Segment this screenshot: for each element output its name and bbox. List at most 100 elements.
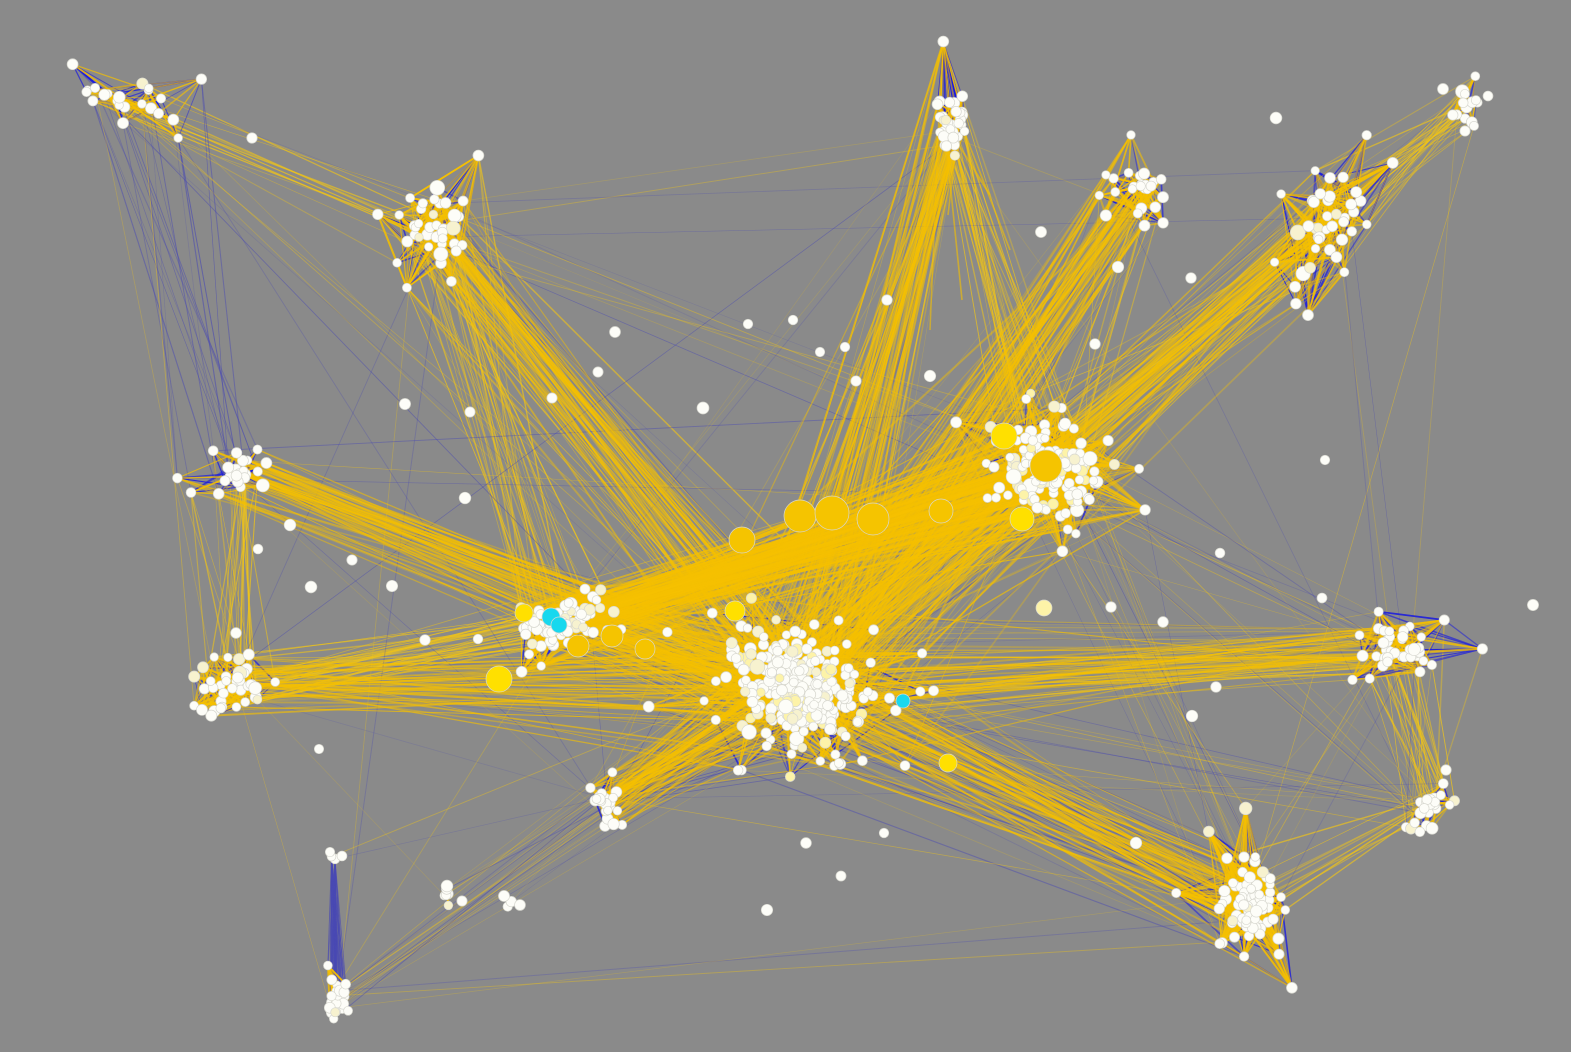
graph-node[interactable] xyxy=(842,639,852,649)
graph-node[interactable] xyxy=(446,276,457,287)
graph-node[interactable] xyxy=(784,771,796,782)
graph-node[interactable] xyxy=(956,90,969,102)
graph-node[interactable] xyxy=(1337,171,1349,183)
graph-node-hub[interactable] xyxy=(728,526,756,554)
graph-node[interactable] xyxy=(1241,915,1252,926)
graph-node[interactable] xyxy=(1418,656,1429,666)
graph-node[interactable] xyxy=(1250,852,1261,862)
graph-node-hub[interactable] xyxy=(724,600,746,622)
graph-node[interactable] xyxy=(1088,475,1099,486)
graph-node[interactable] xyxy=(429,194,440,205)
graph-node[interactable] xyxy=(1021,394,1032,404)
graph-node[interactable] xyxy=(98,88,111,101)
graph-node[interactable] xyxy=(402,282,412,293)
graph-node[interactable] xyxy=(1435,790,1446,801)
graph-node[interactable] xyxy=(843,663,854,673)
graph-node[interactable] xyxy=(205,676,216,686)
graph-node[interactable] xyxy=(863,687,873,697)
graph-node[interactable] xyxy=(242,648,255,661)
graph-node[interactable] xyxy=(917,648,928,659)
graph-node[interactable] xyxy=(1256,866,1269,879)
graph-node[interactable] xyxy=(207,445,219,457)
graph-node[interactable] xyxy=(742,318,754,330)
graph-node[interactable] xyxy=(1414,826,1426,837)
graph-node-hub[interactable] xyxy=(1035,599,1053,617)
graph-node[interactable] xyxy=(740,686,751,697)
graph-node[interactable] xyxy=(219,475,231,487)
graph-node[interactable] xyxy=(810,656,821,667)
graph-node[interactable] xyxy=(424,242,434,252)
graph-node[interactable] xyxy=(578,622,588,633)
graph-node[interactable] xyxy=(1089,338,1101,350)
graph-node[interactable] xyxy=(1338,216,1350,228)
graph-node[interactable] xyxy=(1276,189,1286,199)
graph-node[interactable] xyxy=(591,595,602,605)
graph-node[interactable] xyxy=(515,665,528,678)
graph-node[interactable] xyxy=(595,584,607,596)
graph-node[interactable] xyxy=(1345,198,1357,211)
graph-node[interactable] xyxy=(737,663,750,676)
graph-node[interactable] xyxy=(1384,626,1395,637)
graph-node[interactable] xyxy=(742,623,753,633)
graph-node[interactable] xyxy=(428,209,439,220)
graph-node[interactable] xyxy=(607,767,618,778)
graph-node[interactable] xyxy=(607,818,620,831)
graph-node[interactable] xyxy=(230,469,243,482)
graph-node[interactable] xyxy=(520,628,532,640)
graph-node[interactable] xyxy=(1005,452,1015,462)
graph-node[interactable] xyxy=(283,518,297,532)
graph-node[interactable] xyxy=(252,543,264,555)
graph-node[interactable] xyxy=(185,487,197,498)
graph-node[interactable] xyxy=(172,472,183,484)
graph-node[interactable] xyxy=(1313,222,1324,233)
graph-node[interactable] xyxy=(1123,167,1134,178)
graph-node[interactable] xyxy=(394,210,404,220)
graph-node[interactable] xyxy=(401,235,414,248)
graph-node[interactable] xyxy=(1373,606,1384,617)
graph-node[interactable] xyxy=(167,113,180,126)
graph-node[interactable] xyxy=(1246,884,1256,894)
graph-node[interactable] xyxy=(1139,504,1151,516)
graph-node[interactable] xyxy=(988,461,1000,473)
graph-node-hub[interactable] xyxy=(938,753,958,773)
graph-node[interactable] xyxy=(1354,630,1365,641)
graph-node[interactable] xyxy=(1438,614,1450,626)
graph-node[interactable] xyxy=(1326,220,1338,233)
graph-node[interactable] xyxy=(1347,674,1358,685)
graph-node[interactable] xyxy=(937,35,950,48)
graph-node[interactable] xyxy=(1418,803,1430,814)
graph-node[interactable] xyxy=(928,685,939,697)
graph-node[interactable] xyxy=(440,879,454,893)
graph-node[interactable] xyxy=(433,246,449,262)
graph-node[interactable] xyxy=(231,671,244,684)
graph-node[interactable] xyxy=(399,398,411,410)
graph-node[interactable] xyxy=(1302,220,1315,233)
graph-node[interactable] xyxy=(810,709,823,722)
graph-node[interactable] xyxy=(786,713,799,725)
graph-node[interactable] xyxy=(153,108,164,119)
graph-node[interactable] xyxy=(336,850,348,862)
graph-node[interactable] xyxy=(612,806,623,816)
graph-node[interactable] xyxy=(1447,109,1459,121)
graph-node[interactable] xyxy=(1127,184,1137,194)
graph-node[interactable] xyxy=(1470,95,1481,106)
graph-node[interactable] xyxy=(304,580,318,594)
graph-node[interactable] xyxy=(340,978,351,990)
graph-node[interactable] xyxy=(1289,280,1301,293)
graph-node[interactable] xyxy=(1310,166,1320,176)
graph-node[interactable] xyxy=(1346,226,1357,237)
graph-node[interactable] xyxy=(1238,899,1250,911)
graph-node[interactable] xyxy=(458,491,472,505)
graph-node[interactable] xyxy=(1270,257,1280,267)
graph-node[interactable] xyxy=(786,749,797,759)
graph-node[interactable] xyxy=(1134,463,1144,474)
graph-node[interactable] xyxy=(188,670,201,683)
graph-node[interactable] xyxy=(760,727,772,739)
graph-node-cyan[interactable] xyxy=(895,693,911,709)
graph-node[interactable] xyxy=(1438,778,1449,789)
graph-node[interactable] xyxy=(732,765,744,776)
graph-node[interactable] xyxy=(528,616,540,628)
graph-node[interactable] xyxy=(1457,97,1469,109)
graph-node[interactable] xyxy=(1108,173,1119,184)
graph-node[interactable] xyxy=(741,675,751,685)
